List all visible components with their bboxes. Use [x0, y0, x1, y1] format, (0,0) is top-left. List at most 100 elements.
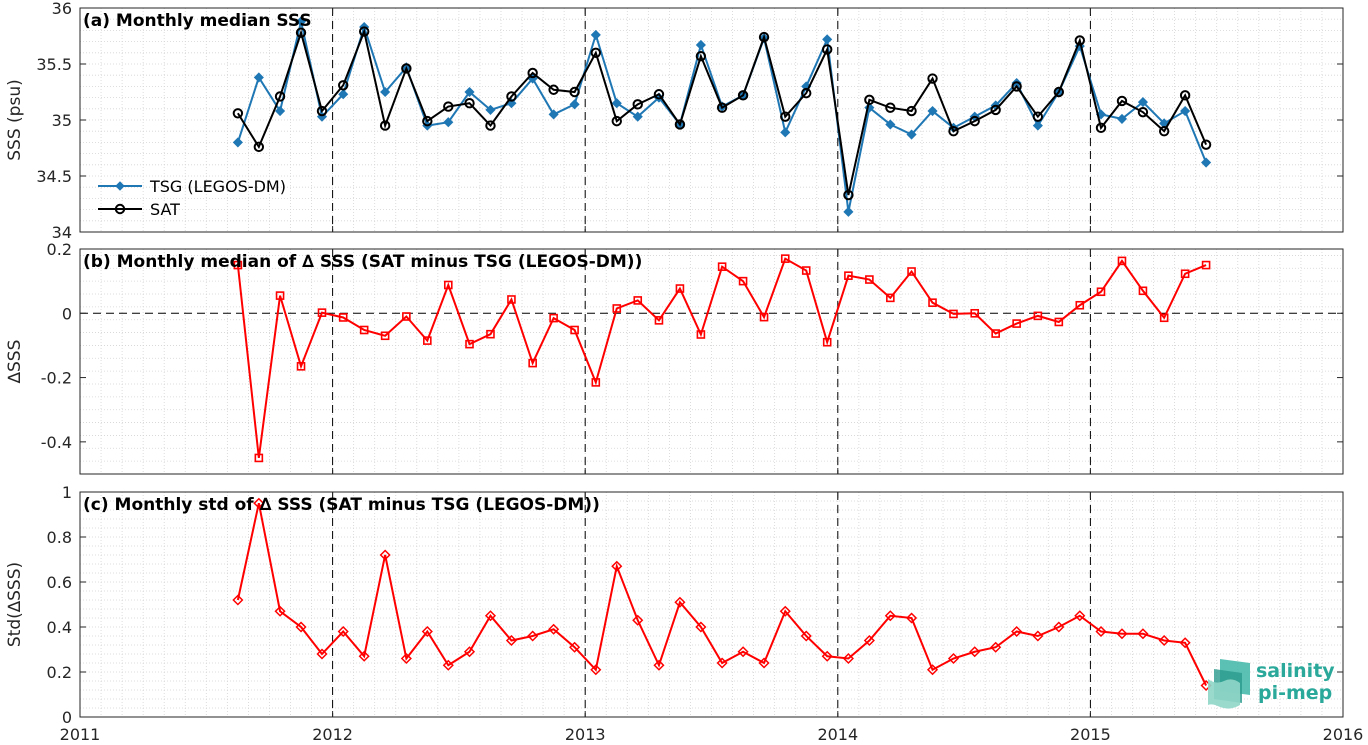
data-point-diamond — [653, 659, 665, 671]
data-point-circle — [1011, 81, 1022, 92]
data-point-square — [1138, 286, 1148, 296]
panel-title: (a) Monthly median SSS — [83, 11, 312, 31]
legend-label: TSG (LEGOS-DM) — [149, 177, 286, 196]
data-point-circle — [674, 119, 686, 130]
y-tick-label: 0.2 — [47, 663, 72, 682]
data-point-circle — [1074, 35, 1085, 46]
data-point-circle — [443, 101, 454, 112]
y-axis-label: SSS (psu) — [5, 79, 25, 160]
data-point-diamond — [400, 652, 412, 665]
series-delta-sss — [232, 497, 1212, 692]
data-point-square — [1033, 311, 1043, 321]
data-point-square — [801, 266, 811, 275]
y-tick-label: 34 — [52, 223, 72, 242]
data-point-diamond — [1116, 113, 1128, 124]
y-tick-label: -0.4 — [41, 433, 72, 452]
data-point-diamond — [758, 657, 770, 669]
data-point-square — [949, 309, 958, 319]
data-point-square — [423, 336, 432, 345]
data-point-diamond — [380, 86, 391, 98]
data-point-diamond — [421, 625, 433, 638]
data-point-diamond — [611, 98, 622, 109]
data-point-circle — [506, 91, 517, 102]
data-point-circle — [1137, 106, 1149, 118]
series-line — [236, 503, 1207, 686]
data-point-square — [970, 308, 980, 318]
data-point-circle — [401, 63, 412, 74]
legend-marker-diamond — [115, 181, 125, 191]
data-point-diamond — [1032, 120, 1043, 131]
data-point-diamond — [590, 664, 602, 676]
data-point-square — [549, 313, 558, 323]
data-point-diamond — [716, 657, 728, 669]
data-point-circle — [990, 104, 1001, 116]
legend-label: SAT — [150, 200, 180, 219]
data-point-square — [633, 296, 643, 305]
legend-marker-circle — [114, 203, 126, 215]
data-point-square — [928, 298, 937, 307]
y-tick-label: 35 — [52, 111, 72, 130]
data-point-diamond — [505, 634, 518, 647]
data-point-square — [675, 284, 685, 293]
data-point-diamond — [337, 625, 349, 638]
data-point-diamond — [632, 111, 643, 122]
data-point-diamond — [1180, 105, 1191, 117]
data-point-diamond — [632, 614, 644, 626]
data-point-diamond — [611, 560, 623, 572]
data-point-circle — [864, 94, 875, 106]
data-point-diamond — [947, 652, 960, 665]
data-point-square — [1117, 256, 1127, 266]
data-point-diamond — [274, 105, 286, 117]
y-tick-label: 35.5 — [36, 55, 72, 74]
data-point-square — [844, 271, 853, 280]
data-point-diamond — [485, 104, 496, 115]
data-point-diamond — [1074, 610, 1086, 622]
data-point-diamond — [548, 109, 559, 120]
data-point-diamond — [590, 29, 601, 40]
data-point-diamond — [232, 137, 243, 148]
data-point-circle — [969, 115, 980, 127]
data-point-diamond — [1201, 157, 1212, 168]
data-point-diamond — [969, 646, 981, 658]
data-point-circle — [906, 105, 917, 117]
data-point-square — [507, 295, 516, 304]
data-point-circle — [758, 31, 770, 43]
data-point-diamond — [232, 594, 244, 606]
minor-grid — [80, 249, 1343, 474]
data-point-circle — [527, 67, 538, 79]
data-point-circle — [464, 98, 475, 109]
data-point-diamond — [926, 664, 939, 676]
data-point-diamond — [548, 623, 560, 635]
y-tick-label: 34.5 — [36, 167, 72, 186]
data-point-diamond — [295, 621, 307, 633]
y-tick-label: 0.2 — [47, 240, 72, 259]
data-point-diamond — [780, 127, 791, 138]
data-point-square — [296, 362, 306, 371]
legend: TSG (LEGOS-DM) SAT — [98, 177, 286, 219]
data-point-square — [528, 358, 537, 368]
data-point-circle — [338, 80, 349, 91]
data-point-diamond — [464, 86, 475, 98]
data-point-diamond — [1095, 625, 1107, 638]
data-point-square — [738, 276, 748, 286]
data-point-circle — [737, 90, 749, 101]
data-point-square — [1096, 287, 1106, 297]
data-point-square — [780, 254, 790, 263]
logo-emblem-icon — [1208, 659, 1250, 709]
panel-title: (c) Monthly std of ∆ SSS (SAT minus TSG … — [83, 495, 600, 515]
data-point-diamond — [884, 610, 896, 622]
y-tick-label: 0.8 — [47, 528, 72, 547]
minor-grid — [80, 8, 1343, 232]
data-point-diamond — [695, 39, 706, 51]
data-point-circle — [611, 115, 622, 127]
data-point-circle — [274, 91, 286, 102]
data-point-square — [570, 325, 579, 335]
data-point-diamond — [1011, 625, 1023, 638]
data-point-square — [402, 312, 411, 321]
data-point-diamond — [1137, 97, 1149, 108]
data-point-diamond — [1116, 628, 1128, 640]
data-point-circle — [253, 141, 265, 153]
data-point-circle — [653, 89, 665, 100]
data-point-square — [275, 291, 285, 300]
